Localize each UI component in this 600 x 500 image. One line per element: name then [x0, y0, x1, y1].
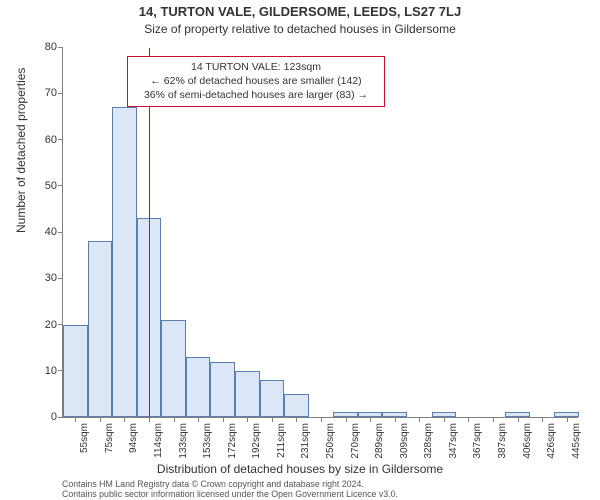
xtick-mark: [100, 417, 101, 422]
xtick-label: 94sqm: [128, 423, 139, 453]
xtick-label: 387sqm: [497, 423, 508, 459]
xtick-mark: [542, 417, 543, 422]
ytick-label: 0: [51, 411, 63, 423]
xtick-mark: [444, 417, 445, 422]
x-axis-label: Distribution of detached houses by size …: [0, 462, 600, 476]
page-title: 14, TURTON VALE, GILDERSOME, LEEDS, LS27…: [0, 4, 600, 19]
ytick-label: 50: [45, 180, 63, 192]
ytick-label: 40: [45, 226, 63, 238]
page-subtitle: Size of property relative to detached ho…: [0, 22, 600, 36]
credit-text: Contains HM Land Registry data © Crown c…: [62, 479, 398, 499]
xtick-label: 192sqm: [251, 423, 262, 459]
ytick-label: 80: [45, 41, 63, 53]
xtick-mark: [493, 417, 494, 422]
annotation-line: 36% of semi-detached houses are larger (…: [134, 88, 378, 102]
histogram-bar: [63, 325, 88, 418]
xtick-label: 289sqm: [374, 423, 385, 459]
annotation-box: 14 TURTON VALE: 123sqm← 62% of detached …: [127, 56, 385, 107]
xtick-label: 114sqm: [153, 423, 164, 458]
xtick-label: 231sqm: [300, 423, 311, 459]
xtick-mark: [174, 417, 175, 422]
xtick-label: 133sqm: [178, 423, 189, 459]
histogram-bar: [112, 107, 137, 417]
xtick-label: 328sqm: [423, 423, 434, 459]
xtick-mark: [272, 417, 273, 422]
ytick-label: 70: [45, 87, 63, 99]
histogram-bar: [161, 320, 186, 417]
xtick-label: 55sqm: [79, 423, 90, 453]
xtick-mark: [247, 417, 248, 422]
xtick-mark: [370, 417, 371, 422]
xtick-label: 445sqm: [571, 423, 582, 459]
y-axis-label: Number of detached properties: [14, 68, 28, 233]
xtick-label: 172sqm: [227, 423, 238, 459]
annotation-line: 14 TURTON VALE: 123sqm: [134, 60, 378, 74]
xtick-label: 367sqm: [472, 423, 483, 459]
xtick-mark: [124, 417, 125, 422]
xtick-mark: [321, 417, 322, 422]
xtick-mark: [468, 417, 469, 422]
xtick-mark: [395, 417, 396, 422]
ytick-label: 20: [45, 319, 63, 331]
histogram-bar: [235, 371, 260, 417]
xtick-label: 426sqm: [546, 423, 557, 459]
histogram-bar: [260, 380, 285, 417]
annotation-line: ← 62% of detached houses are smaller (14…: [134, 74, 378, 88]
xtick-mark: [296, 417, 297, 422]
xtick-label: 75sqm: [104, 423, 115, 453]
xtick-label: 406sqm: [522, 423, 533, 459]
xtick-label: 211sqm: [276, 423, 287, 458]
histogram-bar: [210, 362, 235, 418]
xtick-label: 250sqm: [325, 423, 336, 459]
histogram-bar: [284, 394, 309, 417]
xtick-mark: [223, 417, 224, 422]
xtick-label: 347sqm: [448, 423, 459, 459]
xtick-mark: [75, 417, 76, 422]
histogram-bar: [186, 357, 211, 417]
ytick-label: 30: [45, 272, 63, 284]
ytick-label: 60: [45, 134, 63, 146]
xtick-label: 309sqm: [399, 423, 410, 459]
xtick-label: 153sqm: [202, 423, 213, 459]
xtick-mark: [567, 417, 568, 422]
chart-plot-area: 14 TURTON VALE: 123sqm← 62% of detached …: [62, 48, 578, 418]
xtick-label: 270sqm: [350, 423, 361, 459]
xtick-mark: [198, 417, 199, 422]
histogram-bar: [88, 241, 113, 417]
xtick-mark: [419, 417, 420, 422]
xtick-mark: [346, 417, 347, 422]
xtick-mark: [518, 417, 519, 422]
xtick-mark: [149, 417, 150, 422]
ytick-label: 10: [45, 365, 63, 377]
